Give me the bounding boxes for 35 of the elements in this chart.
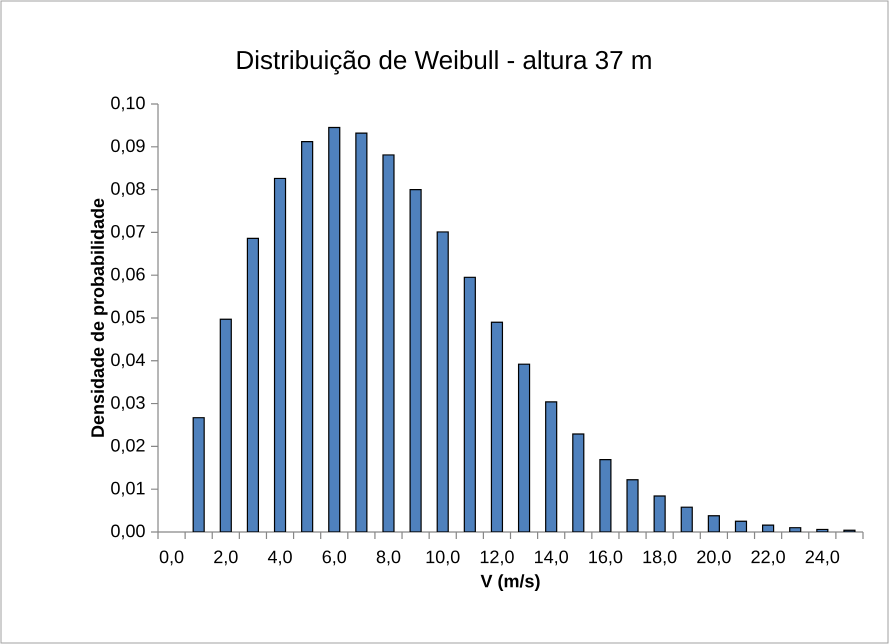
x-tick-label: 10,0 bbox=[426, 550, 460, 566]
bar bbox=[490, 322, 504, 532]
y-tick-label: 0,04 bbox=[111, 353, 145, 368]
x-tick-label: 20,0 bbox=[697, 550, 731, 566]
x-axis-title: V (m/s) bbox=[480, 574, 540, 592]
bar bbox=[355, 132, 368, 532]
x-tick-label: 24,0 bbox=[806, 550, 840, 566]
y-tick-label: 0,03 bbox=[111, 396, 145, 412]
x-tick-label: 18,0 bbox=[643, 550, 676, 566]
y-tick-label: 0,09 bbox=[111, 139, 145, 154]
x-tick-label: 12,0 bbox=[480, 550, 514, 566]
x-tick-label: 0,0 bbox=[160, 550, 184, 566]
y-axis-title: Densidade de probabilidade bbox=[90, 198, 108, 437]
y-tick-label: 0,01 bbox=[111, 482, 145, 497]
x-tick-label: 2,0 bbox=[214, 550, 238, 566]
y-tick-label: 0,07 bbox=[111, 224, 145, 240]
y-tick-label: 0,06 bbox=[111, 268, 145, 283]
bar bbox=[246, 238, 260, 532]
x-tick-label: 16,0 bbox=[589, 550, 622, 566]
y-tick-label: 0,10 bbox=[111, 96, 145, 112]
chart-title: Distribuição de Weibull - altura 37 m bbox=[238, 50, 651, 74]
bar bbox=[410, 188, 422, 532]
x-tick-label: 4,0 bbox=[268, 550, 292, 566]
bar bbox=[301, 141, 314, 532]
bar bbox=[382, 154, 395, 532]
x-tick-label: 22,0 bbox=[751, 550, 785, 566]
x-tick-label: 14,0 bbox=[535, 550, 568, 566]
y-tick-label: 0,00 bbox=[111, 524, 145, 540]
bar bbox=[274, 178, 286, 532]
bar bbox=[518, 364, 530, 532]
y-tick-label: 0,02 bbox=[111, 438, 145, 454]
x-tick-label: 8,0 bbox=[376, 550, 400, 566]
y-tick-label: 0,05 bbox=[111, 310, 145, 326]
x-tick-label: 6,0 bbox=[322, 550, 346, 566]
y-tick-label: 0,08 bbox=[111, 182, 145, 198]
